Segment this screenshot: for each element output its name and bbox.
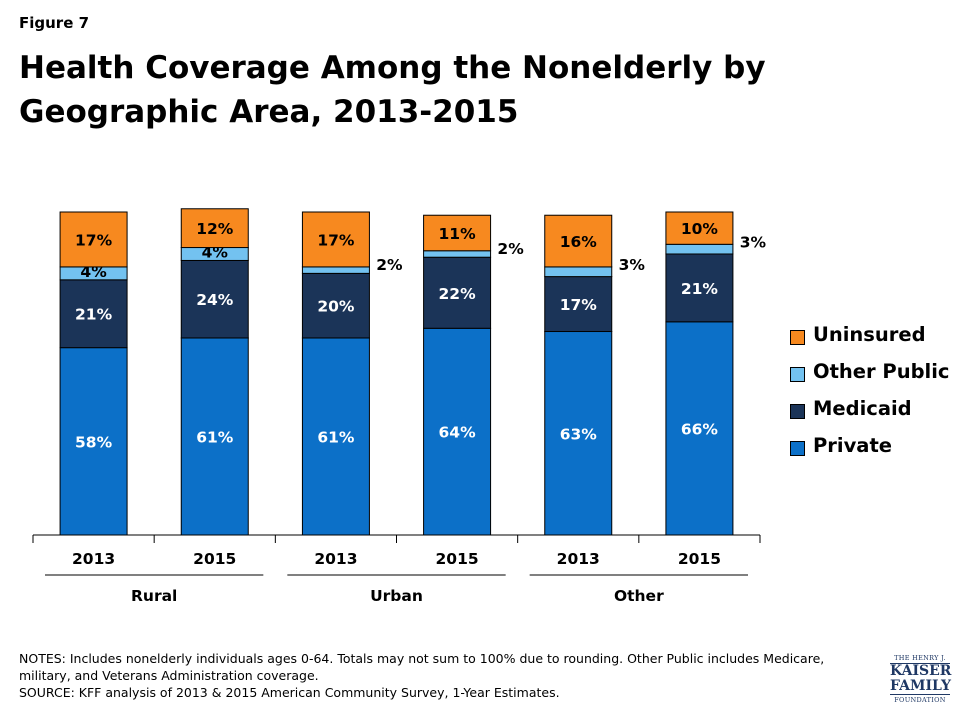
data-label-uninsured-1: 12% — [196, 220, 234, 238]
bar-segment-medicaid-5 — [665, 253, 734, 323]
data-label-other-public-2: 2% — [376, 256, 403, 274]
x-tick-label-5: 2015 — [678, 550, 721, 568]
data-label-other-public-4: 3% — [619, 256, 646, 274]
data-label-other-public-5: 3% — [740, 233, 767, 251]
logo-line-3: FAMILY — [890, 678, 951, 695]
stacked-bar-chart: 58%21%4%17%201361%24%4%12%201561%20%2%17… — [32, 208, 767, 605]
data-label-uninsured-2: 17% — [317, 231, 355, 249]
x-tick-label-1: 2015 — [193, 550, 236, 568]
bar-segment-uninsured-0 — [59, 211, 128, 268]
bar-segment-medicaid-4 — [544, 276, 613, 333]
chart-title: Health Coverage Among the Nonelderly by … — [19, 50, 766, 130]
logo-line-1: THE HENRY J. — [890, 654, 950, 664]
data-label-uninsured-3: 11% — [439, 225, 477, 243]
data-label-private-1: 61% — [196, 428, 234, 446]
data-label-uninsured-5: 10% — [681, 220, 719, 238]
bar-segment-other-public-4 — [544, 266, 613, 278]
data-label-private-0: 58% — [75, 433, 113, 451]
data-label-medicaid-1: 24% — [196, 291, 234, 309]
data-label-medicaid-5: 21% — [681, 280, 719, 298]
figure-label: Figure 7 — [19, 14, 90, 32]
data-label-medicaid-0: 21% — [75, 306, 113, 324]
x-tick-label-0: 2013 — [72, 550, 115, 568]
bar-segment-uninsured-3 — [423, 214, 492, 252]
data-label-private-3: 64% — [439, 424, 477, 442]
notes-text: NOTES: Includes nonelderly individuals a… — [19, 651, 825, 683]
legend-label-other-public: Other Public — [813, 360, 950, 383]
data-label-private-2: 61% — [317, 428, 355, 446]
data-label-uninsured-0: 17% — [75, 231, 113, 249]
group-label-rural: Rural — [131, 587, 177, 605]
legend-label-private: Private — [813, 434, 893, 457]
kff-logo: THE HENRY J. KAISER FAMILY FOUNDATION — [890, 654, 952, 704]
legend-swatch-uninsured — [790, 330, 805, 345]
bar-segment-other-public-3 — [423, 250, 492, 258]
bar-segment-uninsured-2 — [301, 211, 370, 268]
bar-segment-medicaid-0 — [59, 279, 128, 349]
data-label-medicaid-3: 22% — [439, 285, 477, 303]
chart-notes: NOTES: Includes nonelderly individuals a… — [19, 650, 879, 701]
bar-segment-uninsured-5 — [665, 211, 734, 245]
data-label-uninsured-4: 16% — [560, 233, 598, 251]
data-label-private-4: 63% — [560, 425, 598, 443]
group-label-urban: Urban — [370, 587, 423, 605]
bar-segment-uninsured-4 — [544, 214, 613, 268]
data-label-other-public-3: 2% — [497, 240, 524, 258]
logo-line-2: KAISER — [890, 663, 952, 679]
legend-label-medicaid: Medicaid — [813, 397, 912, 420]
bar-segment-medicaid-2 — [301, 272, 370, 339]
bar-segment-private-5 — [665, 321, 734, 536]
data-label-medicaid-4: 17% — [560, 296, 598, 314]
data-label-medicaid-2: 20% — [317, 298, 355, 316]
group-label-other: Other — [614, 587, 664, 605]
legend-label-uninsured: Uninsured — [813, 323, 926, 346]
x-tick-label-2: 2013 — [314, 550, 357, 568]
bar-segment-private-4 — [544, 331, 613, 536]
bar-segment-private-0 — [59, 347, 128, 536]
bar-segment-other-public-5 — [665, 243, 734, 255]
bar-segment-private-1 — [180, 337, 249, 536]
bar-segment-uninsured-1 — [180, 208, 249, 249]
x-tick-label-4: 2013 — [557, 550, 600, 568]
data-label-private-5: 66% — [681, 420, 719, 438]
source-text: SOURCE: KFF analysis of 2013 & 2015 Amer… — [19, 685, 560, 700]
legend-swatch-medicaid — [790, 404, 805, 419]
legend-swatch-other-public — [790, 367, 805, 382]
logo-line-4: FOUNDATION — [894, 696, 946, 704]
legend-swatch-private — [790, 441, 805, 456]
data-label-other-public-0: 4% — [80, 263, 107, 281]
bar-segment-other-public-2 — [301, 266, 370, 274]
x-tick-label-3: 2015 — [436, 550, 479, 568]
